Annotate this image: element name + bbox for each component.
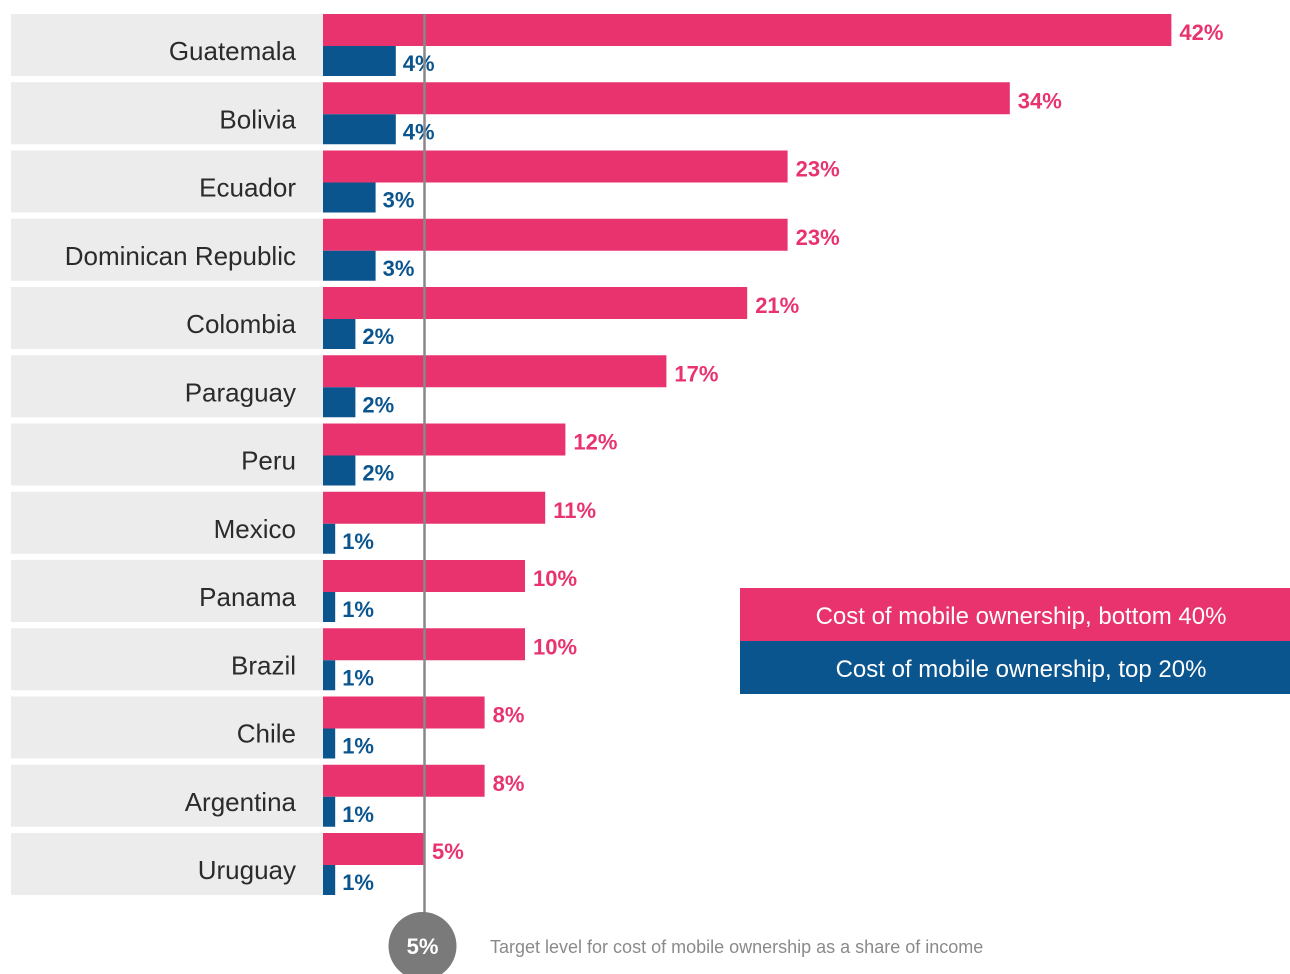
bar-top20 bbox=[323, 523, 336, 554]
data-label-top20: 2% bbox=[362, 324, 394, 349]
bar-top20 bbox=[323, 865, 336, 895]
data-label-bottom40: 34% bbox=[1018, 88, 1062, 113]
category-label-bg bbox=[11, 218, 323, 281]
legend: Cost of mobile ownership, bottom 40% Cos… bbox=[740, 588, 1290, 694]
data-label-bottom40: 8% bbox=[493, 771, 525, 796]
category-label-bg bbox=[11, 628, 323, 691]
bar-top20 bbox=[323, 592, 336, 622]
category-label-bg bbox=[11, 423, 323, 486]
category-label-bg bbox=[11, 833, 323, 895]
bar-bottom40 bbox=[323, 696, 485, 729]
data-label-top20: 4% bbox=[403, 119, 435, 144]
category-label: Chile bbox=[237, 719, 296, 749]
bar-bottom40 bbox=[323, 491, 546, 524]
bar-bottom40 bbox=[323, 833, 424, 865]
category-label-bg bbox=[11, 696, 323, 759]
target-note: Target level for cost of mobile ownershi… bbox=[490, 937, 983, 957]
bar-top20 bbox=[323, 387, 356, 418]
data-label-top20: 2% bbox=[362, 461, 394, 486]
data-label-bottom40: 5% bbox=[432, 839, 464, 864]
bar-bottom40 bbox=[323, 14, 1172, 46]
data-label-bottom40: 11% bbox=[553, 498, 596, 523]
legend-swatch-top20 bbox=[740, 641, 1290, 694]
category-label-bg bbox=[11, 560, 323, 622]
category-label: Paraguay bbox=[185, 377, 296, 407]
data-label-top20: 1% bbox=[342, 529, 374, 554]
bar-top20 bbox=[323, 46, 396, 76]
category-label-bg bbox=[11, 14, 323, 76]
category-label: Peru bbox=[241, 446, 296, 476]
data-label-top20: 1% bbox=[342, 734, 374, 759]
category-label: Uruguay bbox=[198, 855, 296, 885]
category-label-bg bbox=[11, 764, 323, 827]
data-label-top20: 4% bbox=[403, 51, 435, 76]
category-label: Argentina bbox=[185, 787, 297, 817]
data-label-bottom40: 23% bbox=[796, 225, 840, 250]
bar-bottom40 bbox=[323, 287, 748, 319]
category-label: Bolivia bbox=[219, 104, 296, 134]
data-label-bottom40: 10% bbox=[533, 566, 577, 591]
bar-top20 bbox=[323, 182, 376, 213]
data-label-top20: 3% bbox=[383, 256, 415, 281]
category-label: Brazil bbox=[231, 650, 296, 680]
bar-bottom40 bbox=[323, 423, 566, 456]
data-label-bottom40: 21% bbox=[755, 293, 799, 318]
data-label-top20: 1% bbox=[342, 802, 374, 827]
bar-bottom40 bbox=[323, 355, 667, 388]
data-label-top20: 2% bbox=[362, 392, 394, 417]
bar-top20 bbox=[323, 455, 356, 486]
legend-label-bottom40: Cost of mobile ownership, bottom 40% bbox=[816, 603, 1227, 630]
category-label: Ecuador bbox=[199, 173, 296, 203]
category-label-bg bbox=[11, 150, 323, 213]
chart-rows: Guatemala 42% 4% Bolivia 34% 4% Ecuador 23% 3% Do… bbox=[11, 14, 1223, 895]
legend-label-top20: Cost of mobile ownership, top 20% bbox=[836, 656, 1207, 683]
bar-top20 bbox=[323, 796, 336, 827]
bar-top20 bbox=[323, 728, 336, 759]
bar-bottom40 bbox=[323, 764, 485, 797]
category-label-bg bbox=[11, 287, 323, 349]
target-marker-circle bbox=[388, 912, 457, 974]
bar-top20 bbox=[323, 114, 396, 145]
bar-top20 bbox=[323, 250, 376, 281]
bar-top20 bbox=[323, 319, 356, 349]
data-label-top20: 1% bbox=[342, 597, 374, 622]
data-label-bottom40: 17% bbox=[674, 361, 718, 386]
data-label-bottom40: 42% bbox=[1179, 20, 1223, 45]
category-label: Guatemala bbox=[169, 36, 297, 66]
bar-bottom40 bbox=[323, 150, 788, 183]
target-marker-label: 5% bbox=[407, 934, 439, 959]
bar-top20 bbox=[323, 660, 336, 691]
category-label: Colombia bbox=[186, 309, 296, 339]
target-marker: 5% Target level for cost of mobile owner… bbox=[388, 912, 983, 974]
data-label-bottom40: 10% bbox=[533, 634, 577, 659]
data-label-bottom40: 12% bbox=[573, 430, 617, 455]
bar-bottom40 bbox=[323, 218, 788, 251]
data-label-top20: 1% bbox=[342, 665, 374, 690]
category-label: Panama bbox=[199, 582, 296, 612]
category-label-bg bbox=[11, 491, 323, 554]
legend-swatch-bottom40 bbox=[740, 588, 1290, 641]
category-label: Dominican Republic bbox=[65, 241, 296, 271]
category-label-bg bbox=[11, 355, 323, 418]
data-label-top20: 3% bbox=[383, 188, 415, 213]
bar-bottom40 bbox=[323, 82, 1010, 115]
data-label-bottom40: 23% bbox=[796, 157, 840, 182]
category-label-bg bbox=[11, 82, 323, 145]
data-label-bottom40: 8% bbox=[493, 703, 525, 728]
data-label-top20: 1% bbox=[342, 870, 374, 895]
category-label: Mexico bbox=[214, 514, 296, 544]
